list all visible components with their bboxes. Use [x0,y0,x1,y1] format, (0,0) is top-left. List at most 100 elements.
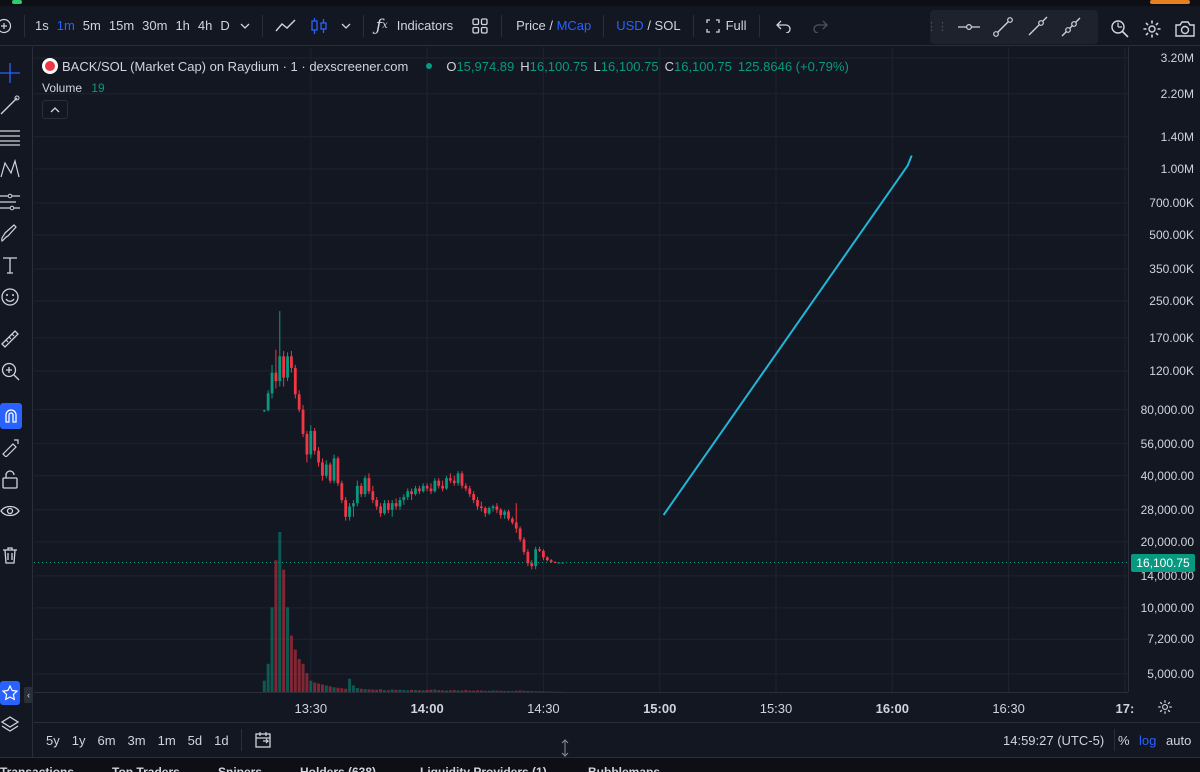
line-chart-icon[interactable] [269,11,303,41]
add-symbol-icon[interactable] [0,11,18,41]
gear-icon[interactable] [1136,14,1168,44]
interval-D[interactable]: D [220,18,230,33]
chevron-down-icon[interactable] [234,11,256,41]
chart-title[interactable]: BACK/SOL (Market Cap) on Raydium · 1 · d… [62,58,409,74]
ray-icon[interactable] [1020,12,1054,42]
redo-icon[interactable] [806,11,834,41]
templates-icon[interactable] [465,11,495,41]
time-axis[interactable]: 13:30 14:00 14:30 15:00 15:30 16:00 16:30 17: [34,692,1134,722]
volume-bar [472,690,476,692]
prediction-icon[interactable] [0,189,20,213]
fullscreen-icon [705,18,720,33]
pattern-icon[interactable] [0,157,20,181]
candle [549,559,553,564]
interval-1h[interactable]: 1h [175,18,190,33]
tab-bubblemaps[interactable]: Bubblemaps [588,765,661,772]
usd-label: USD [616,18,644,33]
price-mcap-toggle[interactable]: Price / MCap [510,11,597,41]
range-6m[interactable]: 6m [97,732,116,748]
collapse-legend-button[interactable] [42,100,68,119]
ruler-icon[interactable] [0,327,20,351]
candle [359,483,363,498]
range-5d[interactable]: 5d [187,732,203,748]
token-logo-icon [42,58,58,74]
zoom-in-icon[interactable] [0,359,20,383]
range-1m[interactable]: 1m [157,732,176,748]
horizontal-line-icon[interactable] [952,12,986,42]
emoji-icon[interactable] [0,285,20,309]
volume-bar [286,607,290,692]
fib-retracement-icon[interactable] [0,125,20,149]
tab-holders[interactable]: Holders (638) [300,765,377,772]
axis-settings-gear-icon[interactable] [1157,699,1173,715]
tab-snipers[interactable]: Snipers [218,765,263,772]
eye-icon[interactable] [0,499,20,523]
trend-line-drawing[interactable] [662,155,913,516]
range-3m[interactable]: 3m [127,732,146,748]
volume-bar [507,691,511,692]
interval-4h[interactable]: 4h [197,18,213,33]
drag-handle-icon[interactable]: ⋮⋮ [926,21,948,33]
text-tool-icon[interactable] [0,253,20,277]
interval-30m[interactable]: 30m [142,18,168,33]
price-axis[interactable]: 3.20M 2.20M 1.40M 1.00M 700.00K 500.00K 350.00… [1128,47,1200,692]
camera-icon[interactable] [1168,14,1200,44]
star-icon[interactable] [0,681,20,705]
price-axis-label: 500.00K [1149,227,1194,242]
magnet-icon[interactable] [0,403,22,429]
brush-icon[interactable] [0,221,20,245]
full-button[interactable]: Full [700,11,753,41]
trend-line-tool-icon[interactable] [0,93,20,117]
candle [321,458,324,481]
tab-top-traders[interactable]: Top Traders [112,765,180,772]
candle-body [301,409,305,434]
lock-icon[interactable] [0,467,20,491]
tab-liquidity-providers[interactable]: Liquidity Providers (1) [420,765,547,772]
extended-line-icon[interactable] [1054,12,1088,42]
interval-1m[interactable]: 1m [56,18,75,33]
price-chart[interactable] [34,47,1128,692]
chevron-down-icon[interactable] [335,11,357,41]
usd-sol-toggle[interactable]: USD / SOL [610,11,686,41]
collapse-toolbar-icon[interactable]: ‹ [24,687,33,703]
percent-toggle[interactable]: % [1118,733,1130,748]
candle-body [340,483,344,501]
range-1d[interactable]: 1d [214,732,229,748]
candle-body [530,563,534,567]
candle-body [371,491,375,501]
sol-label: SOL [654,18,681,33]
price-axis-label: 120.00K [1149,364,1194,379]
volume-bar [363,689,367,692]
candle-body [278,356,282,382]
drawing-toolbar: ⋮⋮ [926,10,1098,44]
range-5y[interactable]: 5y [46,732,60,748]
range-1y[interactable]: 1y [71,732,86,748]
trend-line-icon[interactable] [986,12,1020,42]
interval-1s[interactable]: 1s [35,18,49,33]
toolbar-divider [24,14,25,37]
interval-5m[interactable]: 5m [82,18,101,33]
clock[interactable]: 14:59:27 (UTC-5) [1003,733,1105,748]
volume-bar [534,691,538,692]
tab-transactions[interactable]: Transactions [0,765,75,772]
lock-drawings-icon[interactable] [0,435,20,459]
undo-icon[interactable] [770,11,798,41]
crosshair-icon[interactable] [0,61,20,85]
volume-bar [456,690,460,692]
candle [456,471,460,486]
auto-toggle[interactable]: auto [1166,733,1192,748]
trash-icon[interactable] [0,543,20,567]
resize-handle-icon[interactable] [557,739,573,757]
candle-body [266,393,270,411]
candle-body [479,506,483,509]
log-toggle[interactable]: log [1139,733,1157,748]
volume-bar [386,690,390,692]
candle [390,500,394,517]
layers-icon[interactable] [0,713,20,737]
search-zoom-icon[interactable] [1104,14,1136,44]
candles-icon[interactable] [303,11,335,41]
go-to-date-icon[interactable] [248,725,278,755]
interval-15m[interactable]: 15m [108,18,135,33]
